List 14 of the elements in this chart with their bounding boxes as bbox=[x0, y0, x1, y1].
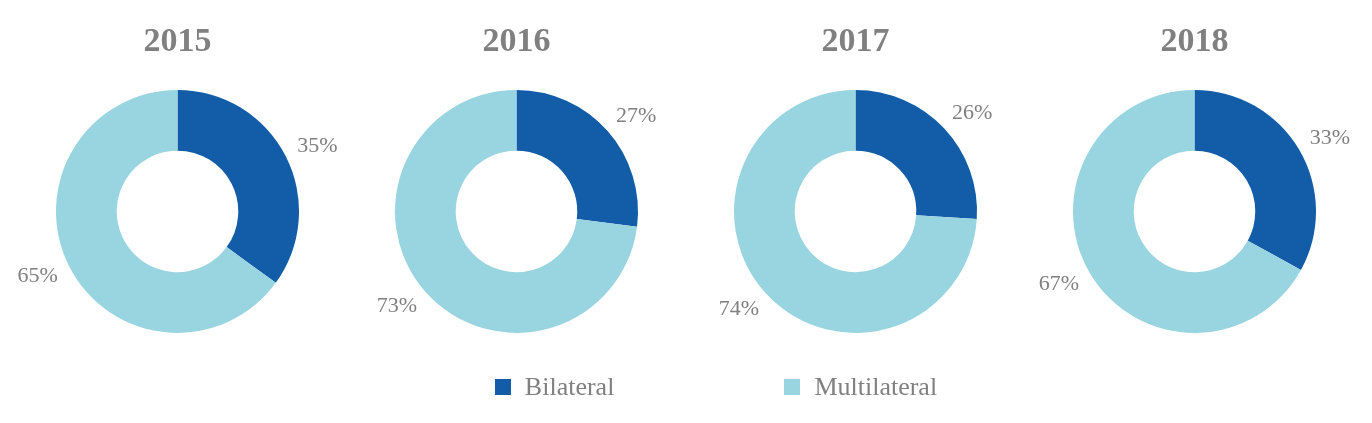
data-label: 67% bbox=[1038, 270, 1080, 296]
chart-title: 2017 bbox=[821, 21, 890, 59]
chart-title: 2015 bbox=[143, 21, 212, 59]
data-label: 33% bbox=[1309, 124, 1351, 150]
data-label: 27% bbox=[615, 102, 657, 128]
data-label: 35% bbox=[297, 132, 338, 158]
data-label: 74% bbox=[718, 295, 760, 321]
legend-label: Bilateral bbox=[524, 372, 615, 402]
legend-label: Multilateral bbox=[814, 372, 938, 402]
data-label: 73% bbox=[376, 292, 418, 318]
data-label: 65% bbox=[17, 262, 58, 288]
chart-title: 2018 bbox=[1160, 21, 1229, 59]
chart-title: 2016 bbox=[482, 21, 551, 59]
data-label: 26% bbox=[951, 98, 993, 124]
